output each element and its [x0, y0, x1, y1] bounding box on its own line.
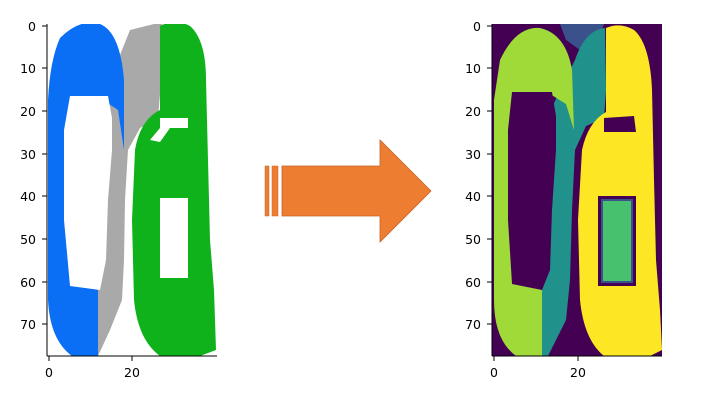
left-x-tick-label: 20 [124, 365, 140, 380]
gray-shape [95, 24, 162, 356]
teal-region [542, 28, 606, 356]
original-image [47, 24, 217, 356]
right-y-tick-label: 50 [465, 232, 481, 247]
right-y-tick-label: 20 [465, 104, 481, 119]
green-shape [132, 24, 216, 356]
left-y-tick-label: 70 [20, 317, 36, 332]
dark-blue-region [560, 24, 604, 50]
right-y-tick-label: 10 [465, 61, 481, 76]
left-y-tick-label: 0 [28, 19, 36, 34]
right-y-tick-label: 30 [465, 147, 481, 162]
segmented-image [492, 24, 662, 356]
right-x-tick-label: 0 [490, 365, 498, 380]
right-y-ticks: 0 10 20 30 40 50 60 70 [465, 19, 492, 332]
right-y-tick-label: 70 [465, 317, 481, 332]
right-x-tick-label: 20 [570, 365, 586, 380]
left-y-tick-label: 50 [20, 232, 36, 247]
right-x-ticks: 0 20 [490, 356, 586, 380]
blue-shape [48, 24, 124, 356]
left-y-tick-label: 30 [20, 147, 36, 162]
right-y-tick-label: 40 [465, 189, 481, 204]
left-y-tick-label: 10 [20, 61, 36, 76]
left-y-tick-label: 20 [20, 104, 36, 119]
right-axes: 0 10 20 30 40 50 60 70 0 20 [465, 19, 662, 380]
left-y-ticks: 0 10 20 30 40 50 60 70 [20, 19, 47, 332]
left-y-tick-label: 60 [20, 275, 36, 290]
right-arrow-icon [264, 139, 432, 243]
right-y-tick-label: 60 [465, 275, 481, 290]
left-x-ticks: 0 20 [45, 356, 140, 380]
right-y-tick-label: 0 [473, 19, 481, 34]
left-x-tick-label: 0 [45, 365, 53, 380]
left-axes: 0 10 20 30 40 50 60 70 0 20 [20, 19, 217, 380]
left-y-tick-label: 40 [20, 189, 36, 204]
